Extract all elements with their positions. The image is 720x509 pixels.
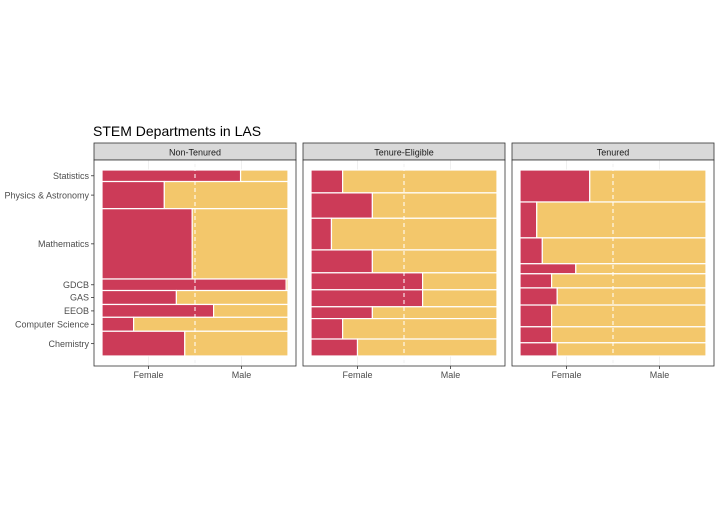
bar-segment-female — [519, 169, 591, 203]
bar-segment-female — [519, 263, 577, 275]
bar-segment-male — [239, 169, 289, 183]
bar-segment-male — [191, 208, 289, 280]
chart-title: STEM Departments in LAS — [93, 123, 261, 139]
bar-segment-female — [519, 201, 538, 239]
bar-segment-male — [551, 326, 707, 344]
bar-segment-male — [184, 330, 289, 357]
bar-segment-male — [163, 180, 289, 210]
y-tick-label: Physics & Astronomy — [4, 190, 89, 200]
bar-segment-male — [556, 342, 707, 357]
facet-label: Tenure-Eligible — [374, 148, 434, 158]
bar-segment-male — [551, 304, 707, 328]
x-tick-label: Female — [551, 370, 581, 380]
bar-segment-female — [101, 180, 165, 210]
bar-segment-male — [422, 272, 498, 291]
bar-segment-male — [536, 201, 707, 239]
bar-segment-female — [101, 169, 242, 183]
bar-segment-male — [589, 169, 707, 203]
facet-label: Tenured — [597, 148, 630, 158]
bar-segment-female — [101, 330, 186, 357]
y-tick-label: GDCB — [63, 280, 89, 290]
bar-segment-female — [519, 326, 553, 344]
bar-segment-male — [330, 217, 498, 251]
y-tick-label: Computer Science — [15, 319, 89, 329]
bar-segment-female — [519, 342, 558, 357]
bar-segment-male — [285, 278, 289, 292]
x-tick-label: Male — [441, 370, 461, 380]
panel-border — [511, 159, 715, 367]
bar-segment-male — [422, 289, 498, 308]
bar-segment-male — [551, 273, 707, 289]
bar-segment-male — [541, 237, 707, 265]
bar-segment-female — [310, 318, 344, 340]
bar-segment-male — [133, 316, 289, 332]
y-tick-label: GAS — [70, 293, 89, 303]
bar-segment-female — [519, 304, 553, 328]
bar-segment-male — [575, 263, 707, 275]
bar-segment-female — [519, 237, 543, 265]
bar-segment-female — [310, 192, 373, 219]
bar-segment-male — [556, 287, 707, 306]
panel-border — [302, 159, 506, 367]
bar-segment-female — [101, 289, 178, 306]
y-tick-label: Statistics — [53, 171, 90, 181]
x-tick-label: Female — [133, 370, 163, 380]
bar-segment-female — [101, 316, 135, 332]
bar-segment-female — [310, 249, 373, 274]
bar-segment-male — [175, 289, 289, 306]
facet-panel-2: Tenured Female Male — [511, 142, 715, 380]
bar-segment-female — [310, 169, 344, 194]
bar-segment-male — [371, 306, 498, 320]
y-tick-label: Chemistry — [48, 339, 89, 349]
bar-segment-female — [310, 306, 373, 320]
facet-label: Non-Tenured — [169, 148, 221, 158]
bar-segment-female — [310, 217, 333, 251]
bar-segment-male — [371, 249, 498, 274]
x-tick-label: Male — [650, 370, 670, 380]
y-tick-label: EEOB — [64, 306, 89, 316]
facet-panel-1: Tenure-Eligible Female Male — [302, 142, 506, 380]
bar-segment-female — [310, 289, 424, 308]
bar-segment-female — [310, 338, 359, 357]
bar-segment-female — [101, 278, 287, 292]
bar-segment-male — [213, 303, 289, 318]
bar-segment-male — [342, 318, 498, 340]
bar-segment-male — [342, 169, 498, 194]
bar-segment-female — [101, 208, 193, 280]
bar-segment-female — [101, 303, 215, 318]
x-tick-label: Female — [342, 370, 372, 380]
bar-segment-female — [519, 273, 553, 289]
panel-border — [93, 159, 297, 367]
bar-segment-male — [371, 192, 498, 219]
facet-panel-0: Non-Tenured Female Male — [93, 142, 297, 380]
bar-segment-male — [356, 338, 498, 357]
y-tick-label: Mathematics — [38, 239, 90, 249]
bar-segment-female — [310, 272, 424, 291]
bar-segment-female — [519, 287, 558, 306]
x-tick-label: Male — [232, 370, 252, 380]
